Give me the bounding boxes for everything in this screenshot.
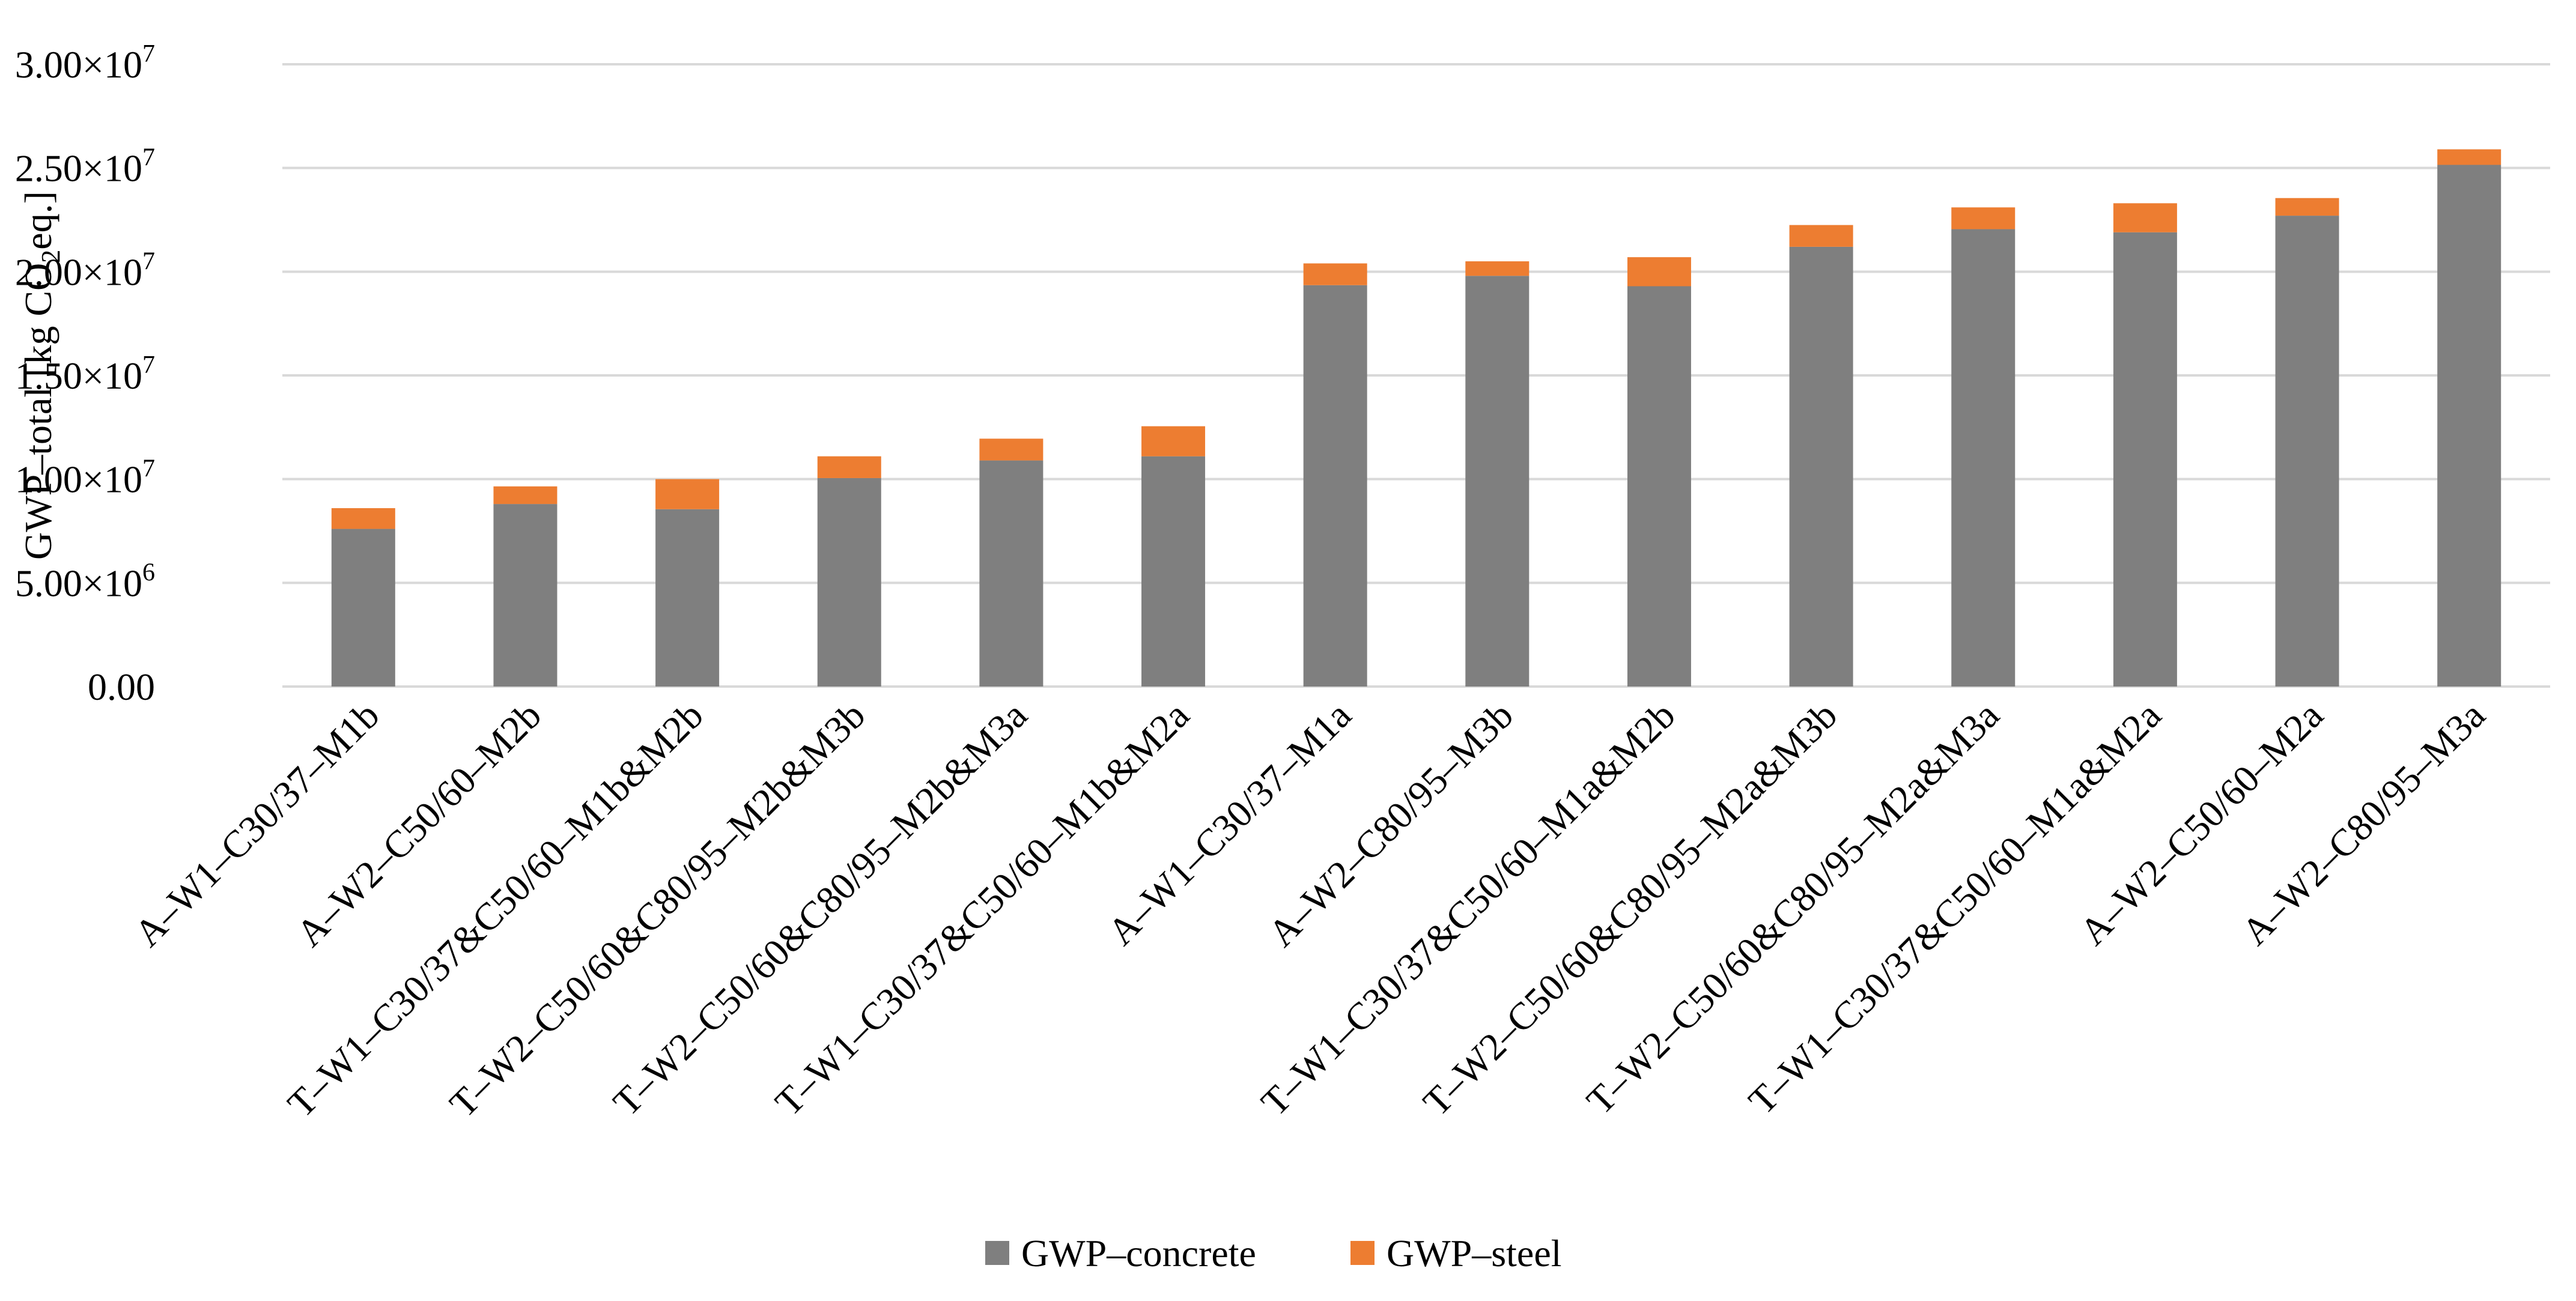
- y-tick-label: 3.00×107: [15, 40, 155, 86]
- bar-steel: [1465, 261, 1530, 276]
- bar-concrete: [1951, 229, 2016, 687]
- bar-concrete: [2275, 216, 2339, 687]
- legend-label-concrete: GWP–concrete: [1021, 1232, 1256, 1275]
- legend-label-steel: GWP–steel: [1387, 1232, 1562, 1275]
- bar-concrete: [1627, 286, 1691, 687]
- y-tick-label: 1.00×107: [15, 455, 155, 501]
- y-tick-label: 2.50×107: [15, 144, 155, 190]
- bar-steel: [817, 456, 881, 478]
- bar-concrete: [331, 529, 395, 687]
- bar-steel: [2437, 149, 2502, 165]
- bar-steel: [1627, 257, 1691, 287]
- bar-concrete: [655, 509, 720, 687]
- bar-concrete: [2113, 232, 2177, 687]
- bar-steel: [655, 479, 720, 509]
- bar-concrete: [979, 460, 1043, 687]
- bar-steel: [2113, 203, 2177, 232]
- bar-concrete: [1465, 276, 1530, 687]
- bar-concrete: [493, 504, 557, 687]
- bar-steel: [2275, 198, 2339, 216]
- y-tick-label: 0.00: [88, 666, 155, 708]
- bar-steel: [493, 486, 557, 505]
- y-tick-label: 2.00×107: [15, 247, 155, 293]
- bar-steel: [331, 508, 395, 529]
- bar-steel: [1141, 426, 1206, 456]
- bar-steel: [1789, 225, 1853, 247]
- bar-concrete: [1141, 456, 1206, 687]
- y-axis-label: GWP–total [kg CO2eq.]: [17, 191, 65, 560]
- y-tick-label: 1.50×107: [15, 351, 155, 397]
- bar-steel: [1303, 263, 1367, 285]
- bar-concrete: [2437, 165, 2502, 687]
- bar-steel: [1951, 207, 2016, 229]
- legend-swatch-steel: [1350, 1241, 1375, 1265]
- legend-swatch-concrete: [985, 1241, 1009, 1265]
- bar-concrete: [1789, 246, 1853, 687]
- bar-steel: [979, 438, 1043, 461]
- bar-concrete: [817, 478, 881, 687]
- bar-concrete: [1303, 285, 1367, 687]
- y-tick-label: 5.00×106: [15, 559, 155, 604]
